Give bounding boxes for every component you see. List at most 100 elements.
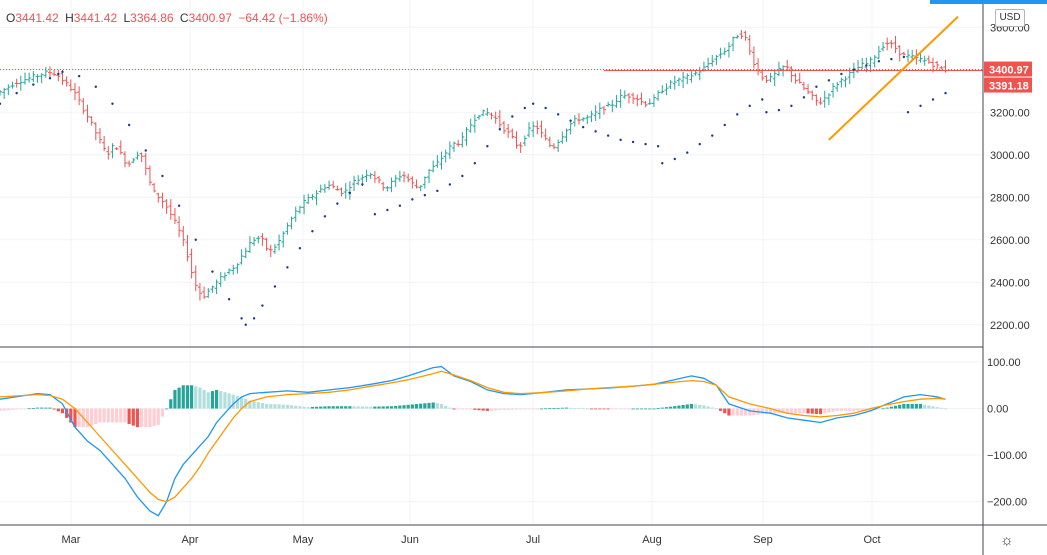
ohlc-bar[interactable] <box>64 76 69 87</box>
ohlc-bar[interactable] <box>876 45 881 60</box>
ohlc-bar[interactable] <box>481 109 486 117</box>
ohlc-bar[interactable] <box>439 151 444 170</box>
ohlc-bar[interactable] <box>377 175 382 184</box>
ohlc-bar[interactable] <box>918 52 923 63</box>
ohlc-bar[interactable] <box>743 30 748 41</box>
ohlc-bar[interactable] <box>85 104 90 123</box>
ohlc-bar[interactable] <box>543 128 548 141</box>
ohlc-bar[interactable] <box>514 131 519 149</box>
ohlc-bar[interactable] <box>672 75 677 90</box>
ohlc-bar[interactable] <box>402 171 407 183</box>
ohlc-bar[interactable] <box>751 46 756 69</box>
ohlc-bar[interactable] <box>222 272 227 281</box>
ohlc-bar[interactable] <box>443 149 448 163</box>
ohlc-bar[interactable] <box>68 79 73 92</box>
ohlc-bar[interactable] <box>147 165 152 186</box>
ohlc-bar[interactable] <box>785 59 790 71</box>
ohlc-bar[interactable] <box>93 122 98 141</box>
ohlc-bar[interactable] <box>710 54 715 67</box>
ohlc-bar[interactable] <box>614 94 619 108</box>
ohlc-bar[interactable] <box>601 106 606 115</box>
ohlc-bar[interactable] <box>397 170 402 182</box>
ohlc-bar[interactable] <box>518 141 523 153</box>
ohlc-bar[interactable] <box>635 94 640 107</box>
ohlc-bar[interactable] <box>243 247 248 258</box>
ohlc-bar[interactable] <box>589 110 594 123</box>
ohlc-bar[interactable] <box>872 55 877 68</box>
ohlc-bar[interactable] <box>285 222 290 235</box>
ohlc-bar[interactable] <box>472 114 477 133</box>
ohlc-bar[interactable] <box>252 237 257 246</box>
ohlc-bar[interactable] <box>56 69 61 82</box>
ohlc-bar[interactable] <box>227 268 232 275</box>
ohlc-bar[interactable] <box>831 82 836 98</box>
ohlc-bar[interactable] <box>764 75 769 84</box>
ohlc-bar[interactable] <box>797 72 802 84</box>
ohlc-bar[interactable] <box>906 49 911 63</box>
ohlc-bar[interactable] <box>218 271 223 288</box>
ohlc-bar[interactable] <box>368 172 373 179</box>
gear-icon[interactable]: ☼ <box>1000 532 1014 549</box>
ohlc-bar[interactable] <box>485 107 490 116</box>
ohlc-bar[interactable] <box>697 66 702 81</box>
ohlc-bar[interactable] <box>127 160 132 167</box>
ohlc-bar[interactable] <box>922 55 927 66</box>
ohlc-bar[interactable] <box>656 90 661 101</box>
ohlc-bar[interactable] <box>431 160 436 173</box>
ohlc-bar[interactable] <box>926 55 931 64</box>
ohlc-bar[interactable] <box>231 264 236 275</box>
ohlc-bar[interactable] <box>814 94 819 106</box>
ohlc-bar[interactable] <box>776 61 781 77</box>
ohlc-bar[interactable] <box>526 122 531 138</box>
ohlc-bar[interactable] <box>435 154 440 168</box>
ohlc-bar[interactable] <box>152 183 157 193</box>
ohlc-bar[interactable] <box>47 66 52 78</box>
ohlc-bar[interactable] <box>35 74 40 83</box>
ohlc-bar[interactable] <box>556 139 561 152</box>
ohlc-bar[interactable] <box>260 233 265 246</box>
ohlc-bar[interactable] <box>901 51 906 56</box>
ohlc-bar[interactable] <box>810 90 815 101</box>
ohlc-bar[interactable] <box>618 89 623 108</box>
ohlc-bar[interactable] <box>239 249 244 265</box>
ohlc-bar[interactable] <box>27 72 32 83</box>
ohlc-bar[interactable] <box>2 87 7 99</box>
ohlc-bar[interactable] <box>631 92 636 104</box>
ohlc-bar[interactable] <box>452 141 457 152</box>
trendline-layer[interactable] <box>828 15 959 141</box>
trendline[interactable] <box>828 15 959 141</box>
ohlc-bar[interactable] <box>510 128 515 139</box>
ohlc-bar[interactable] <box>685 73 690 85</box>
ohlc-bar[interactable] <box>81 98 86 115</box>
ohlc-bar[interactable] <box>389 177 394 193</box>
ohlc-bar[interactable] <box>272 244 277 254</box>
ohlc-bar[interactable] <box>289 216 294 230</box>
ohlc-bar[interactable] <box>106 146 111 160</box>
ohlc-bar[interactable] <box>539 120 544 138</box>
ohlc-bar[interactable] <box>31 70 36 83</box>
ohlc-bar[interactable] <box>143 152 148 176</box>
ohlc-bar[interactable] <box>706 57 711 71</box>
ohlc-bar[interactable] <box>547 136 552 148</box>
ohlc-bar[interactable] <box>364 169 369 183</box>
ohlc-bar[interactable] <box>551 143 556 150</box>
ohlc-bar[interactable] <box>843 76 848 88</box>
ohlc-bar[interactable] <box>43 67 48 78</box>
ohlc-bar[interactable] <box>322 183 327 193</box>
ohlc-bar[interactable] <box>489 112 494 120</box>
ohlc-bar[interactable] <box>122 151 127 168</box>
ohlc-bar[interactable] <box>197 283 202 301</box>
ohlc-bar[interactable] <box>885 37 890 51</box>
ohlc-bar[interactable] <box>468 118 473 133</box>
ohlc-bar[interactable] <box>168 199 173 220</box>
ohlc-bar[interactable] <box>172 207 177 225</box>
ohlc-bar[interactable] <box>277 234 282 251</box>
ohlc-bar[interactable] <box>10 81 15 89</box>
ohlc-bar[interactable] <box>647 98 652 105</box>
ohlc-bar[interactable] <box>822 90 827 108</box>
ohlc-bar[interactable] <box>535 120 540 135</box>
ohlc-bar[interactable] <box>210 285 215 293</box>
ohlc-bar[interactable] <box>568 122 573 135</box>
ohlc-bar[interactable] <box>722 47 727 56</box>
ohlc-bar[interactable] <box>881 41 886 52</box>
